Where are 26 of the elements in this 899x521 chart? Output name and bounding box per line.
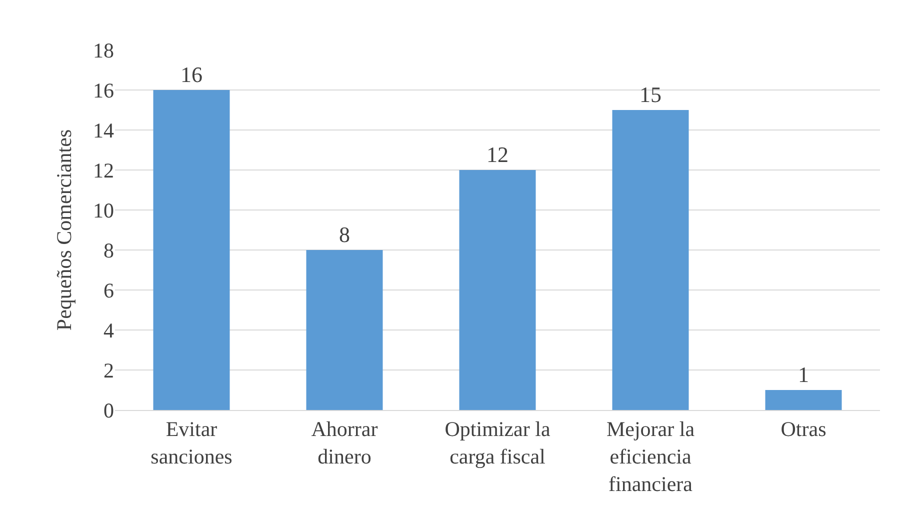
y-tick-label: 4 bbox=[104, 318, 114, 342]
y-tick-label: 2 bbox=[104, 358, 114, 382]
y-tick-label: 18 bbox=[93, 38, 114, 62]
data-label: 1 bbox=[798, 362, 809, 387]
y-tick-label: 6 bbox=[104, 278, 114, 302]
y-tick-label: 12 bbox=[93, 158, 114, 182]
x-tick-label: Evitar sanciones bbox=[150, 417, 232, 468]
y-tick-label: 0 bbox=[104, 398, 114, 422]
data-label: 12 bbox=[486, 142, 508, 167]
x-tick-label: Mejorar la eficiencia financiera bbox=[606, 417, 696, 496]
y-tick-label: 16 bbox=[93, 78, 114, 102]
data-label: 8 bbox=[339, 222, 350, 247]
x-tick-label: Otras bbox=[780, 417, 826, 442]
x-tick-label: Ahorrar dinero bbox=[311, 417, 378, 468]
bar bbox=[459, 170, 536, 410]
bar bbox=[612, 110, 689, 410]
bar bbox=[153, 90, 230, 410]
data-label: 16 bbox=[180, 62, 202, 87]
y-axis-title: Pequeños Comerciantes bbox=[52, 129, 76, 331]
y-tick-label: 14 bbox=[93, 118, 114, 142]
y-tick-label: 8 bbox=[104, 238, 114, 262]
bar bbox=[306, 250, 383, 410]
bar bbox=[765, 390, 842, 410]
y-tick-label: 10 bbox=[93, 198, 114, 222]
data-label: 15 bbox=[640, 82, 662, 107]
x-tick-label: Optimizar la carga fiscal bbox=[444, 417, 551, 468]
